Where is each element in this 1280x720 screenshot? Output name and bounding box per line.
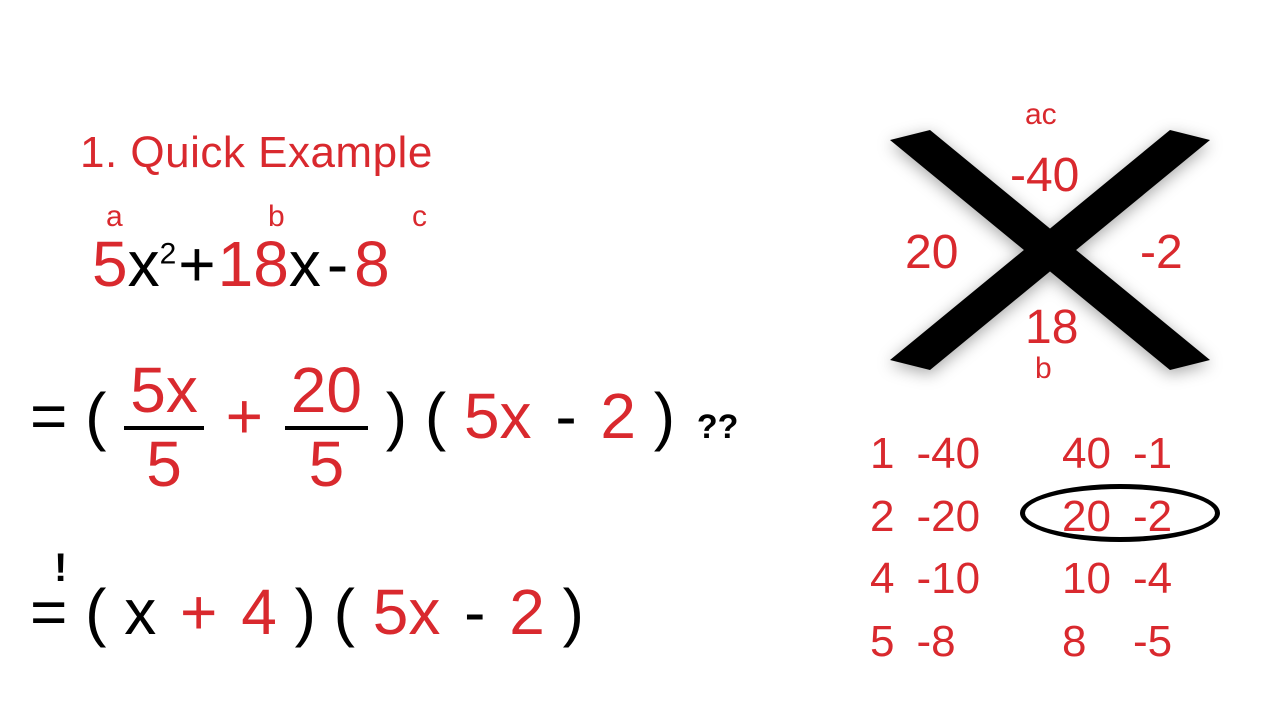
step2-den2: 5 (285, 430, 368, 496)
diamond-top-label: ac (1025, 98, 1057, 132)
step2-den1: 5 (124, 430, 204, 496)
step3-t1b: 4 (241, 576, 277, 648)
diamond-left: 20 (905, 225, 958, 280)
step3-plus: + (180, 576, 217, 648)
diamond-top: -40 (1010, 148, 1079, 203)
step2-rp2: ) (654, 380, 675, 452)
step3-lp1: ( (85, 576, 106, 648)
table-row: 2-20 (860, 487, 990, 548)
step2-minus: - (555, 380, 576, 452)
diamond-bottom: 18 (1025, 300, 1078, 355)
circled-factor-pair (1020, 484, 1220, 542)
coef-label-c: c (412, 200, 427, 234)
step2-line: = ( 5x 5 + 20 5 ) ( 5x - 2 ) ?? (30, 358, 738, 496)
poly-x2: x (289, 228, 321, 300)
poly-x1: x (128, 228, 160, 300)
step3-minus: - (464, 576, 485, 648)
table-row: 40-1 (1052, 424, 1182, 485)
step2-lp1: ( (85, 380, 106, 452)
factor-table-left: 1-40 2-20 4-10 5-8 (858, 422, 992, 675)
step2-qq: ?? (697, 408, 739, 446)
step3-rp1: ) (295, 576, 316, 648)
diamond-right: -2 (1140, 225, 1183, 280)
poly-b: 18 (218, 228, 289, 300)
factor-table-right: 40-1 20-2 10-4 8-5 (1050, 422, 1184, 675)
polynomial: 5x2+18x-8 (92, 232, 390, 296)
step3-t2b: 2 (509, 576, 545, 648)
poly-sq: 2 (160, 238, 177, 271)
poly-plus: + (178, 228, 215, 300)
step2-frac1: 5x 5 (124, 358, 204, 496)
poly-minus: - (327, 228, 348, 300)
step2-frac2: 20 5 (285, 358, 368, 496)
step3-t2a: 5x (373, 576, 441, 648)
step3-lp2: ( (334, 576, 355, 648)
step3-t1a: x (124, 576, 156, 648)
diamond-bottom-label: b (1035, 352, 1052, 386)
table-row: 8-5 (1052, 612, 1182, 673)
table-row: 5-8 (860, 612, 990, 673)
step3-rp2: ) (563, 576, 584, 648)
step2-rp1: ) (386, 380, 407, 452)
step2-eq: = (30, 380, 67, 452)
step3-eq: = (30, 576, 67, 648)
step2-num2: 20 (285, 358, 368, 430)
poly-c: 8 (354, 228, 390, 300)
poly-a: 5 (92, 228, 128, 300)
page-title: 1. Quick Example (80, 128, 433, 178)
table-row: 10-4 (1052, 549, 1182, 610)
step2-plus: + (226, 380, 263, 452)
table-row: 4-10 (860, 549, 990, 610)
step2-t2b: 2 (600, 380, 636, 452)
table-row: 1-40 (860, 424, 990, 485)
step3-line: = ( x + 4 ) ( 5x - 2 ) (30, 580, 584, 644)
step2-num1: 5x (124, 358, 204, 430)
step2-lp2: ( (425, 380, 446, 452)
step2-t2a: 5x (464, 380, 532, 452)
